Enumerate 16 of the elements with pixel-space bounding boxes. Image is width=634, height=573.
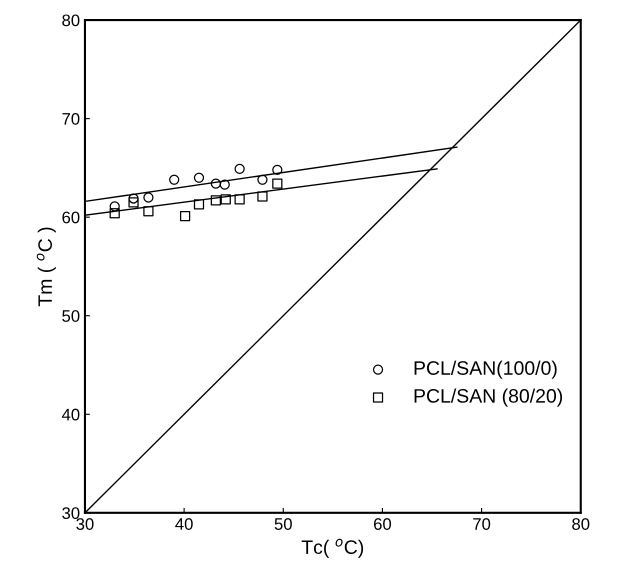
y-tick-label: 50 (62, 310, 80, 322)
x-axis-title: Tc( $^{o}$C) (302, 538, 364, 558)
y-tick-label: 70 (62, 113, 80, 125)
y-tick-label: 30 (62, 507, 80, 520)
y-tick-label: 80 (62, 14, 80, 26)
x-tick-label: 80 (572, 518, 590, 530)
legend-label: PCL/SAN (80/20) (414, 388, 562, 407)
y-axis-title: Tm ( $^{o}$C ) (36, 228, 56, 306)
x-tick-label: 70 (473, 518, 490, 530)
y-tick-label: 40 (62, 408, 80, 420)
x-tick-label: 60 (374, 518, 392, 530)
y-tick-label: 60 (62, 212, 80, 224)
x-tick-label: 40 (175, 518, 193, 530)
legend-label: PCL/SAN(100/0) (414, 360, 557, 379)
x-tick-label: 50 (274, 518, 292, 530)
x-tick-label: 30 (76, 518, 94, 530)
